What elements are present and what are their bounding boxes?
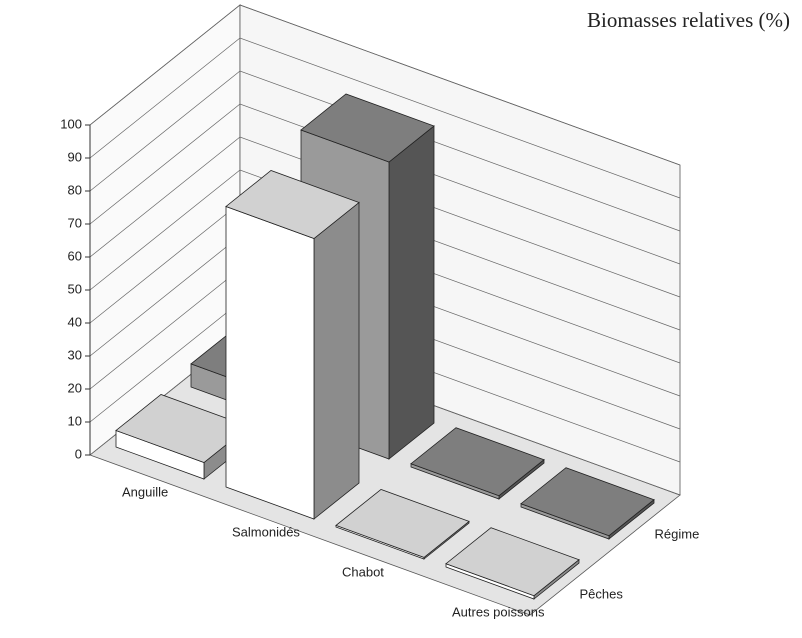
y-tick-label: 80 bbox=[68, 182, 82, 197]
y-tick-label: 20 bbox=[68, 380, 82, 395]
x-tick-label: Anguille bbox=[122, 484, 168, 499]
bar-top bbox=[445, 527, 580, 597]
y-tick-label: 60 bbox=[68, 248, 82, 263]
bar-side bbox=[313, 201, 360, 520]
legend-label: Pêches bbox=[580, 586, 624, 601]
bar-top bbox=[300, 93, 435, 163]
x-tick-label: Autres poissons bbox=[452, 604, 545, 619]
grid-line bbox=[89, 70, 681, 232]
grid-line bbox=[89, 103, 681, 265]
bar-front bbox=[225, 205, 315, 520]
legend-label: Régime bbox=[655, 526, 700, 541]
grid-line bbox=[89, 37, 681, 199]
y-tick-label: 70 bbox=[68, 215, 82, 230]
grid-line bbox=[89, 4, 681, 166]
x-tick-label: Salmonidés bbox=[232, 524, 300, 539]
y-tick-label: 90 bbox=[68, 149, 82, 164]
y-tick-label: 40 bbox=[68, 314, 82, 329]
bar-side bbox=[388, 125, 435, 460]
grid-line bbox=[89, 169, 681, 331]
bar-top bbox=[520, 467, 655, 537]
y-tick-label: 10 bbox=[68, 413, 82, 428]
y-tick-label: 30 bbox=[68, 347, 82, 362]
y-tick-label: 50 bbox=[68, 281, 82, 296]
grid-line bbox=[89, 136, 681, 298]
bar-top bbox=[225, 170, 360, 239]
y-tick-label: 100 bbox=[60, 116, 82, 131]
x-tick-label: Chabot bbox=[342, 564, 384, 579]
y-tick-label: 0 bbox=[75, 446, 82, 461]
bar-top bbox=[335, 488, 470, 558]
bar-top bbox=[410, 427, 545, 497]
chart-title: Biomasses relatives (%) bbox=[587, 8, 790, 32]
